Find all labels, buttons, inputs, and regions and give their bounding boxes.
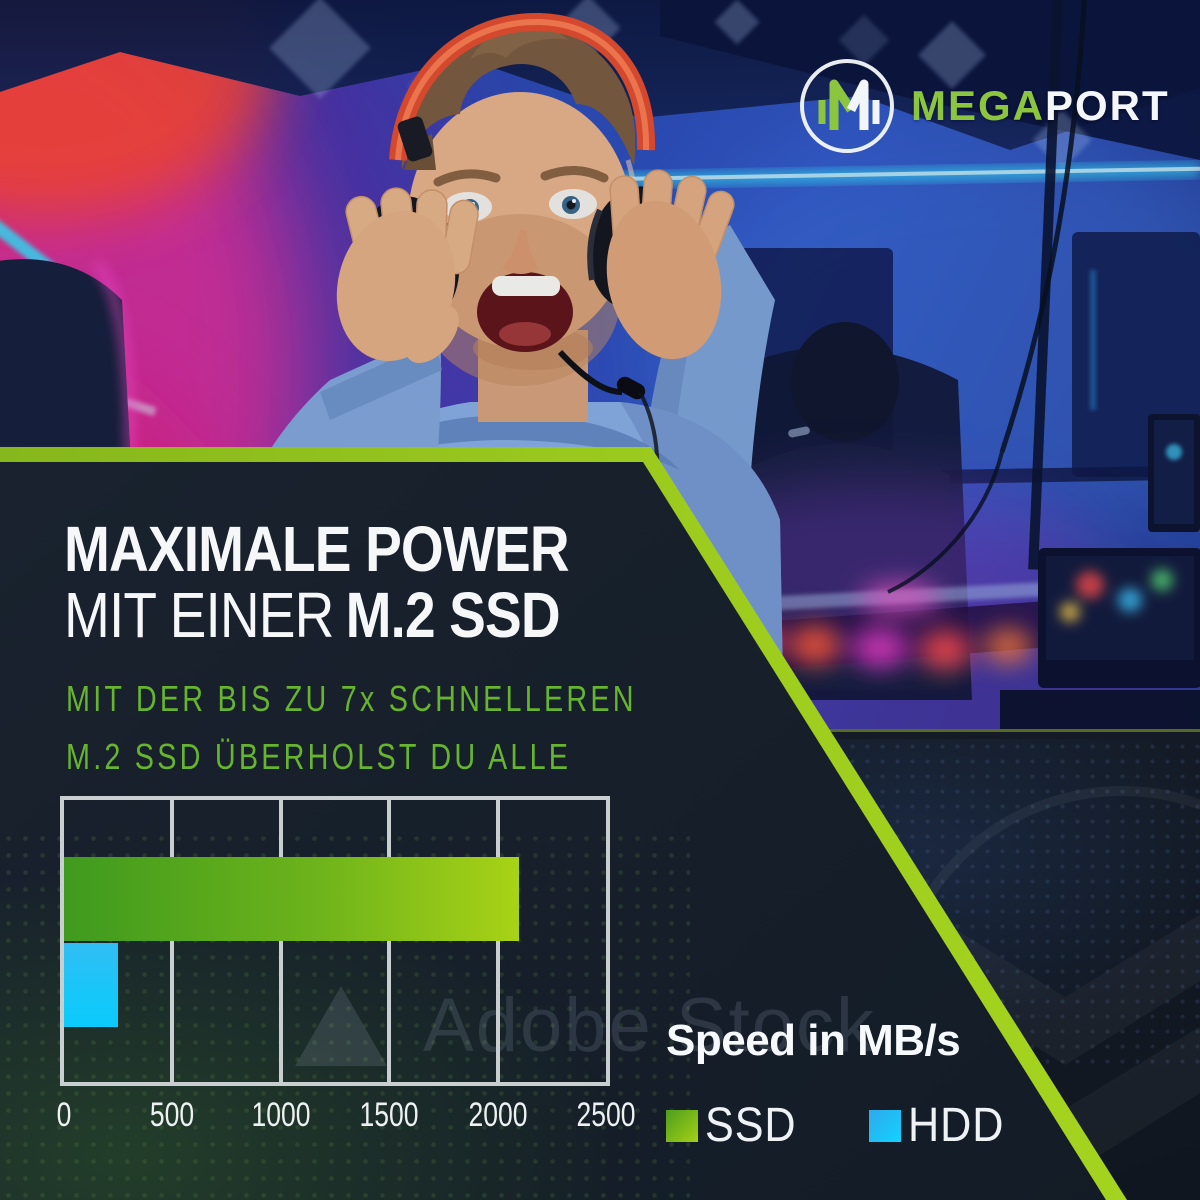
chart-legend: Speed in MB/s SSD HDD: [666, 1016, 1015, 1153]
brand-mega: MEGA: [911, 82, 1045, 129]
x-tick: 1500: [359, 1096, 419, 1134]
headline: MAXIMALE POWER MIT EINER M.2 SSD: [64, 513, 570, 648]
headline-line2: MIT EINER M.2 SSD: [64, 582, 569, 648]
x-tick: 0: [56, 1096, 72, 1134]
headline-line2-bold: M.2 SSD: [345, 579, 561, 651]
subheadline-line2: M.2 SSD ÜBERHOLST DU ALLE: [66, 736, 572, 777]
gridline: [170, 800, 175, 1082]
hdd-color-swatch: [868, 1109, 901, 1142]
chart-title: Speed in MB/s: [666, 1016, 961, 1065]
headline-line2-light: MIT EINER: [64, 579, 334, 651]
brand-port: PORT: [1045, 82, 1170, 129]
megaport-logo-icon: [800, 59, 894, 153]
subheadline-line1: MIT DER BIS ZU 7x SCHNELLEREN: [66, 678, 637, 719]
x-tick: 2000: [468, 1096, 528, 1134]
legend-item-hdd: HDD: [868, 1098, 1015, 1153]
legend-item-ssd: SSD: [666, 1098, 807, 1153]
ssd-legend-label: SSD: [705, 1099, 797, 1152]
gridline: [387, 800, 392, 1082]
x-tick: 1000: [251, 1096, 311, 1134]
x-tick: 2500: [576, 1096, 636, 1134]
legend-items: SSD HDD: [666, 1098, 1015, 1153]
hdd-legend-label: HDD: [907, 1099, 1005, 1152]
brand-wordmark: MEGAPORT: [911, 82, 1170, 130]
gridline: [278, 800, 283, 1082]
ssd-color-swatch: [666, 1109, 698, 1142]
hdd-speed-bar: [64, 943, 119, 1027]
ssd-speed-bar: [64, 857, 520, 941]
headline-line1: MAXIMALE POWER: [64, 513, 570, 585]
x-tick: 500: [150, 1096, 195, 1134]
megaport-logo: MEGAPORT: [795, 52, 1170, 160]
photo-bottom-edge: [815, 729, 1200, 732]
subheadline: MIT DER BIS ZU 7x SCHNELLEREN M.2 SSD ÜB…: [66, 670, 637, 786]
x-axis-ticks: 0 500 1000 1500 2000 2500: [57, 1096, 636, 1136]
speed-bar-chart: [60, 796, 610, 1086]
gridline: [495, 800, 500, 1082]
